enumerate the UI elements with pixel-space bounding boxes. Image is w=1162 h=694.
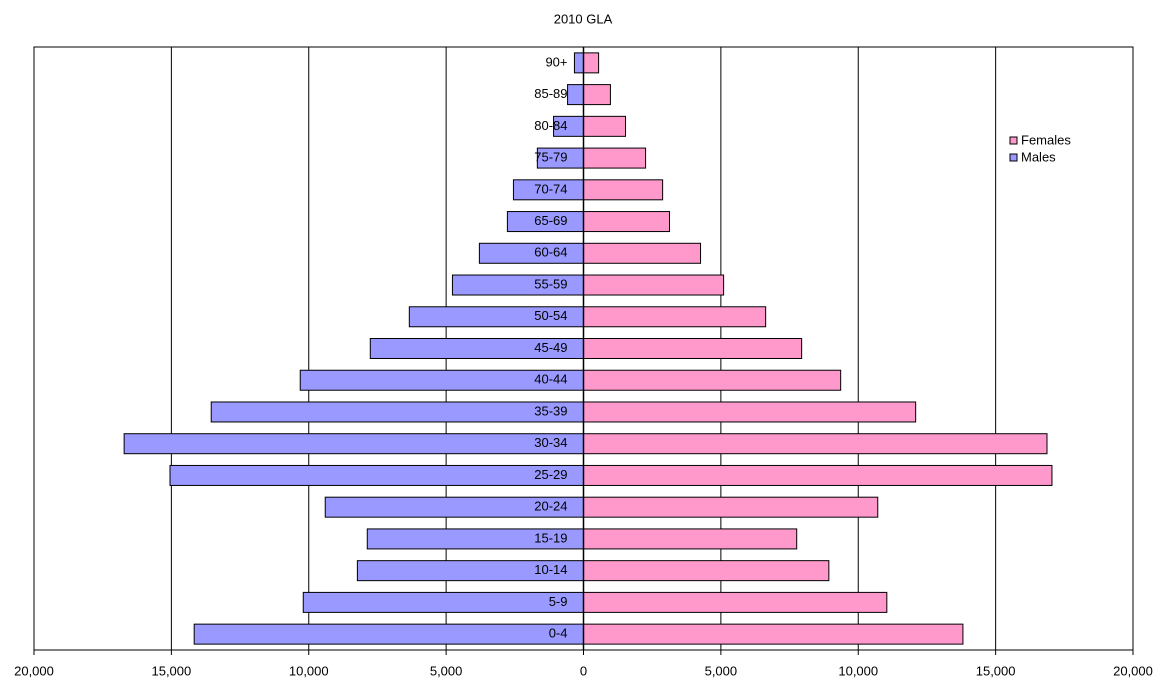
bar [583,623,964,645]
bar [583,591,888,613]
bar [583,369,842,391]
legend-swatch [1009,153,1018,162]
bar [583,52,600,74]
x-tick-label: 15,000 [976,663,1016,678]
bar [583,496,879,518]
category-label: 35-39 [534,403,567,418]
bar [583,401,917,423]
category-label: 30-34 [534,435,567,450]
category-label: 0-4 [549,626,568,641]
bar [583,464,1053,486]
bar [193,623,584,645]
bar [583,211,670,233]
bar [583,274,725,296]
legend-swatch [1009,136,1018,145]
bar [583,147,647,169]
category-label: 90+ [545,54,567,69]
category-label: 80-84 [534,118,567,133]
category-label: 25-29 [534,467,567,482]
x-tick-label: 0 [580,663,587,678]
category-label: 10-14 [534,562,567,577]
category-label: 40-44 [534,372,567,387]
x-tick-label: 10,000 [838,663,878,678]
bar [573,52,584,74]
x-tick-label: 15,000 [151,663,191,678]
bar [583,338,803,359]
legend-label: Males [1021,149,1056,164]
bar [583,115,627,137]
bar [583,242,702,264]
bar [210,401,584,423]
category-label: 65-69 [534,213,567,228]
bar [123,433,584,455]
bar [583,84,611,106]
bar [567,84,585,106]
category-label: 5-9 [549,594,568,609]
bar [583,528,798,550]
x-tick-label: 5,000 [430,663,463,678]
category-label: 60-64 [534,245,567,260]
x-tick-label: 10,000 [289,663,329,678]
bar [583,433,1048,455]
bar [302,591,584,613]
bar [583,179,664,201]
bar [169,464,584,486]
bar [478,242,584,264]
category-label: 55-59 [534,276,567,291]
legend-label: Females [1021,132,1071,147]
x-tick-label: 5,000 [705,663,738,678]
category-label: 85-89 [534,86,567,101]
category-label: 20-24 [534,499,567,514]
category-label: 15-19 [534,530,567,545]
chart-title: 2010 GLA [554,11,613,26]
category-label: 50-54 [534,308,567,323]
category-label: 45-49 [534,340,567,355]
x-tick-label: 20,000 [1113,663,1153,678]
category-label: 70-74 [534,181,567,196]
category-label: 75-79 [534,150,567,165]
bar [583,560,830,582]
bar [583,306,767,328]
x-tick-label: 20,000 [14,663,54,678]
